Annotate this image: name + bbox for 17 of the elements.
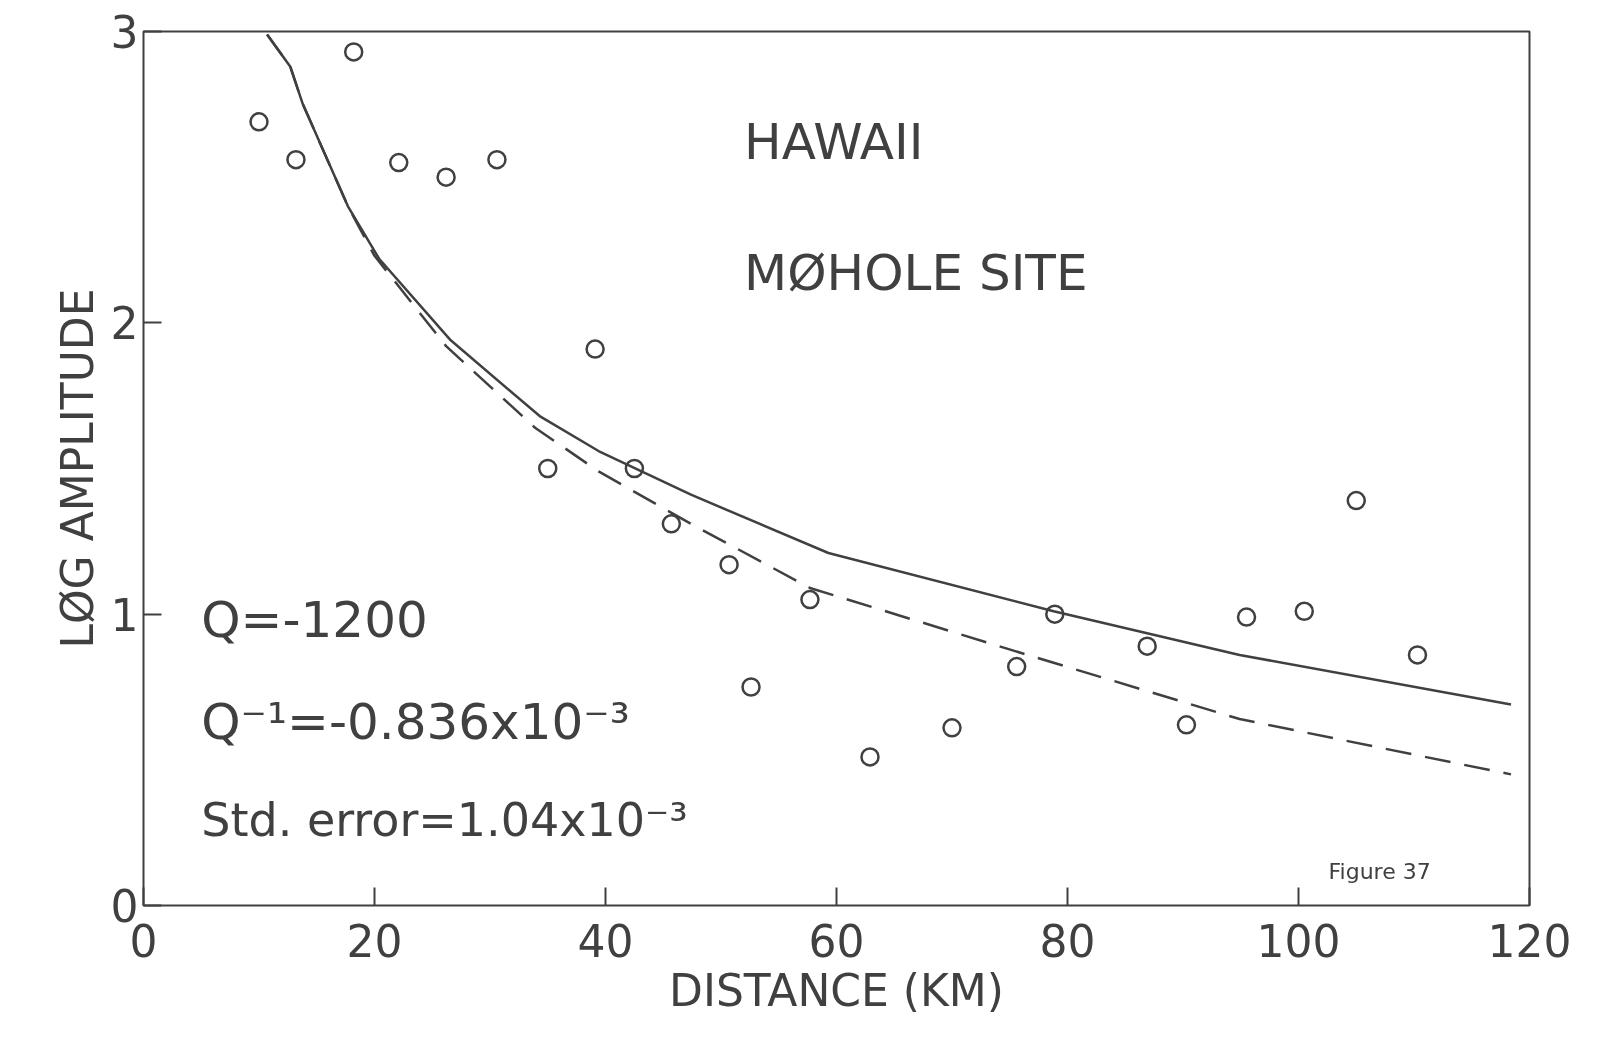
x-tick-label: 20 bbox=[346, 915, 403, 967]
annotation: MØHOLE SITE bbox=[744, 244, 1088, 303]
x-tick-label: 100 bbox=[1256, 915, 1341, 967]
x-tick-label: 80 bbox=[1039, 915, 1096, 967]
y-tick-label: 1 bbox=[110, 589, 139, 641]
y-tick-label: 2 bbox=[110, 298, 139, 350]
annotation: Std. error=1.04x10⁻³ bbox=[201, 793, 688, 848]
y-tick-label: 3 bbox=[110, 7, 139, 58]
annotation: Q⁻¹=-0.836x10⁻³ bbox=[201, 693, 630, 752]
y-axis-title: LØG AMPLITUDE bbox=[51, 288, 103, 649]
x-tick-label: 60 bbox=[808, 915, 865, 967]
x-axis-title: DISTANCE (KM) bbox=[669, 964, 1004, 1016]
annotation: Figure 37 bbox=[1328, 858, 1431, 884]
x-tick-label: 120 bbox=[1487, 915, 1572, 967]
x-tick-label: 40 bbox=[577, 915, 634, 967]
annotation: HAWAII bbox=[744, 113, 924, 172]
annotation: Q=-1200 bbox=[201, 591, 428, 650]
